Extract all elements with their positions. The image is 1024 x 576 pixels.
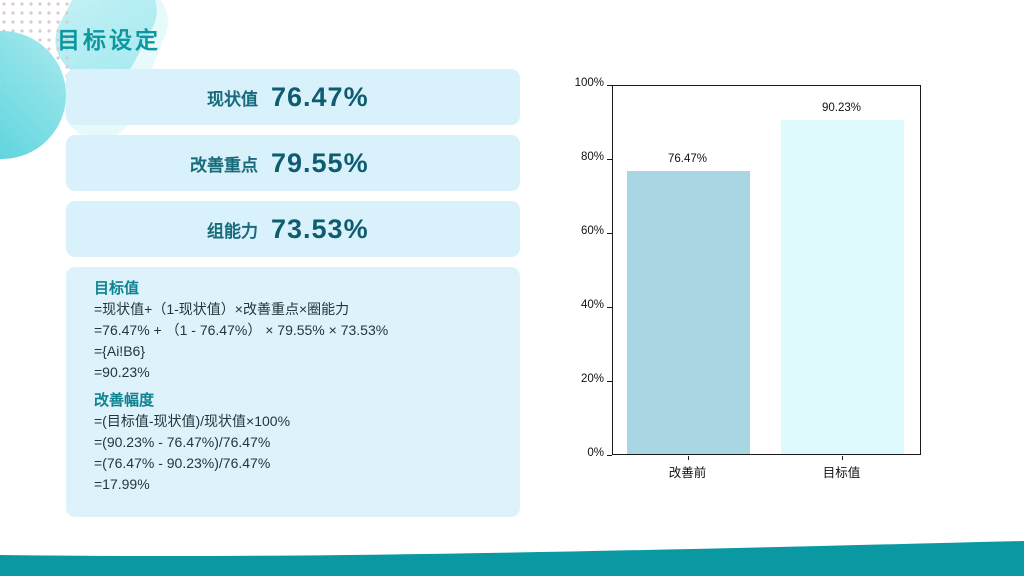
y-axis-tick-label: 60% [580, 225, 604, 237]
y-axis-tick-mark [607, 381, 612, 382]
page-title: 目标设定 [57, 27, 161, 53]
formula-section-title-target: 目标值 [94, 280, 140, 297]
y-axis-tick-label: 0% [587, 447, 604, 459]
stat-box-improvement-focus: 改善重点 79.55% [66, 135, 520, 191]
stat-value: 76.47% [271, 81, 369, 112]
bottom-wave [0, 541, 1024, 576]
formula-line: =17.99% [94, 476, 150, 492]
stat-box-group-capability: 组能力 73.53% [66, 201, 520, 257]
stat-label: 现状值 [207, 89, 258, 109]
formula-line: ={Ai!B6} [94, 343, 145, 359]
formula-line: =(90.23% - 76.47%)/76.47% [94, 434, 271, 450]
formula-line: =(目标值-现状值)/现状值×100% [94, 413, 291, 429]
y-axis-tick-label: 20% [580, 373, 604, 385]
y-axis-tick-label: 100% [574, 77, 604, 89]
x-axis-category-label: 目标值 [822, 466, 861, 480]
formula-panel: 目标值 =现状值+（1-现状值）×改善重点×圈能力 =76.47% + （1 -… [66, 267, 520, 517]
y-axis-tick-label: 40% [580, 299, 604, 311]
stat-label: 组能力 [207, 221, 258, 241]
formula-section-title-improvement: 改善幅度 [94, 392, 155, 409]
x-axis-tick-mark [687, 456, 689, 460]
y-axis-tick-mark [607, 85, 612, 86]
y-axis-tick-label: 80% [580, 151, 604, 163]
formula-line: =(76.47% - 90.23%)/76.47% [94, 455, 271, 471]
stat-value: 79.55% [271, 147, 369, 178]
bar-chart: 0% 20% 40% 60% 80% 100% 76.47% 改善前 90.23% 目标值 [560, 77, 960, 485]
bar-value-label: 76.47% [667, 153, 707, 165]
x-axis-category-label: 改善前 [668, 466, 707, 480]
chart-plot-area [612, 85, 921, 455]
formula-line: =现状值+（1-现状值）×改善重点×圈能力 [94, 301, 350, 317]
bar-目标值 [781, 120, 904, 454]
bar-value-label: 90.23% [821, 102, 861, 114]
bar-改善前 [627, 171, 750, 454]
stat-label: 改善重点 [190, 155, 258, 175]
stat-value: 73.53% [271, 213, 369, 244]
stat-box-current-value: 现状值 76.47% [66, 69, 520, 125]
y-axis-tick-mark [607, 233, 612, 234]
y-axis-tick-mark [607, 159, 612, 160]
y-axis-tick-mark [607, 455, 612, 456]
formula-line: =90.23% [94, 364, 150, 380]
y-axis-tick-mark [607, 307, 612, 308]
x-axis-tick-mark [841, 456, 843, 460]
formula-line: =76.47% + （1 - 76.47%） × 79.55% × 73.53% [94, 322, 389, 338]
